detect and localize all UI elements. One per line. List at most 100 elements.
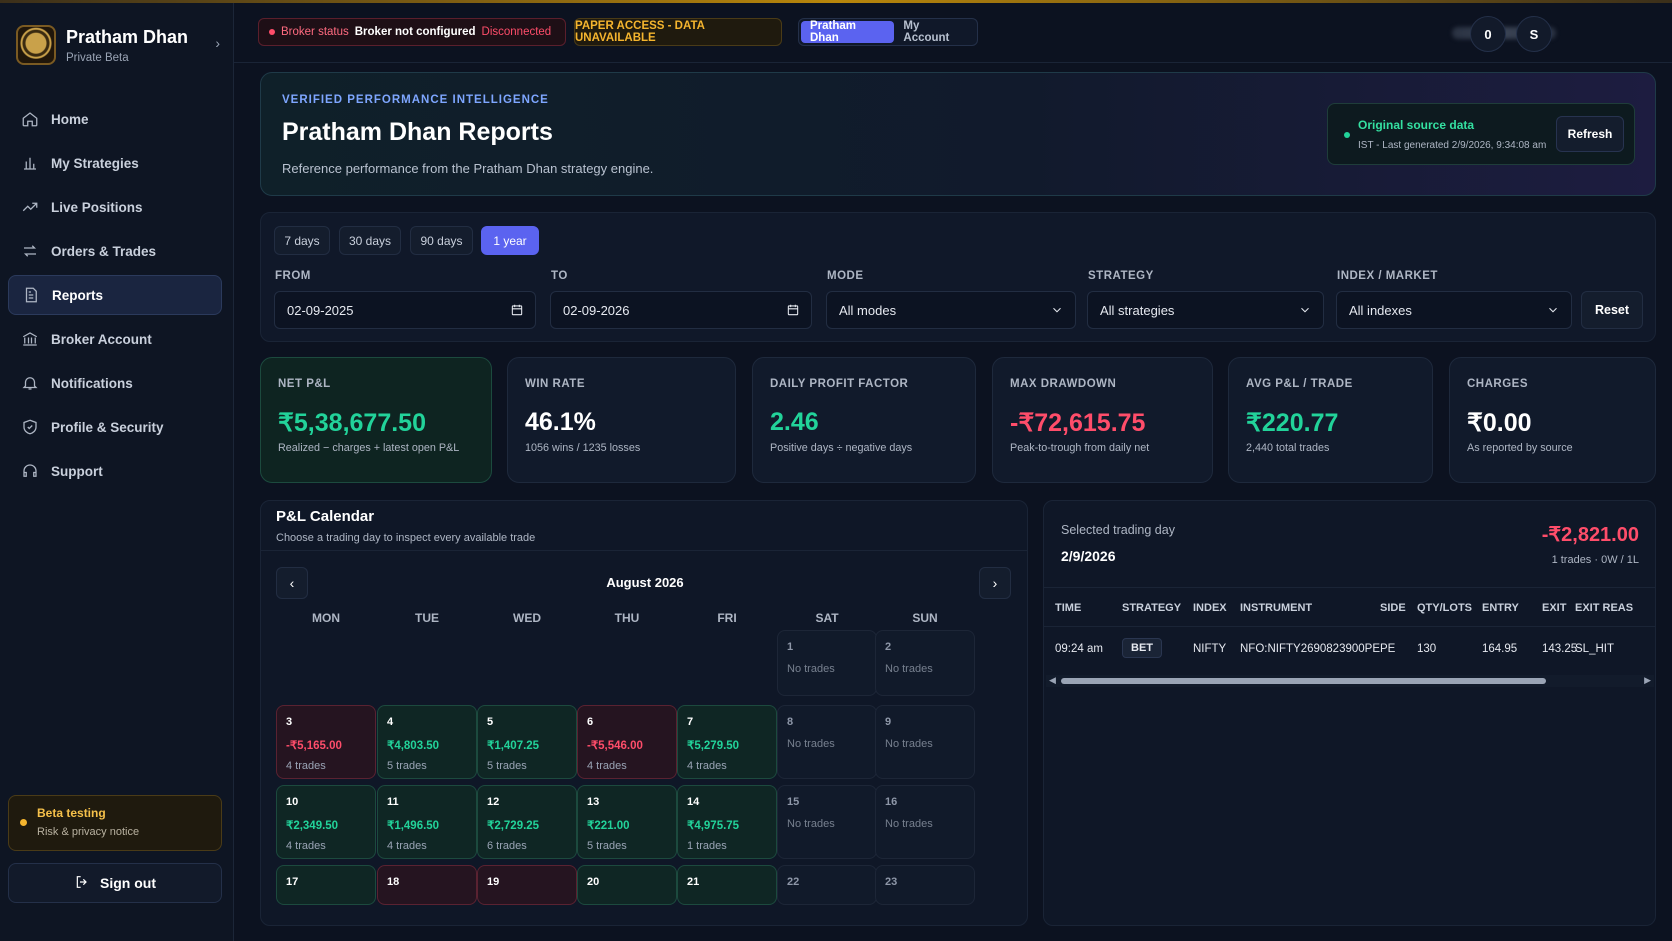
calendar-day[interactable]: 9 No trades [875,705,975,779]
day-trade-count: 4 trades [687,760,727,772]
sign-out-button[interactable]: Sign out [8,863,222,903]
calendar-day[interactable]: 20 [577,865,677,905]
calendar-month: August 2026 [606,575,684,590]
calendar-day[interactable]: 14 ₹4,975.75 1 trades [677,785,777,859]
kpi-sub: Realized − charges + latest open P&L [278,442,460,454]
kpi-value: ₹5,38,677.50 [278,409,426,437]
status-dot-icon [269,29,275,35]
calendar-day[interactable]: 11 ₹1,496.50 4 trades [377,785,477,859]
bell-icon [21,374,39,392]
mode-value: All modes [839,302,897,318]
calendar-day[interactable]: 21 [677,865,777,905]
sidebar-item-strategies[interactable]: My Strategies [8,143,222,183]
day-number: 15 [787,796,800,808]
sign-out-icon [74,874,90,893]
sidebar-item-orders-trades[interactable]: Orders & Trades [8,231,222,271]
day-number: 14 [687,796,700,808]
swap-icon [21,242,39,260]
scroll-right-icon[interactable]: ▶ [1644,675,1651,685]
calendar-day[interactable]: 3 -₹5,165.00 4 trades [276,705,376,779]
trending-up-icon [21,198,39,216]
calendar-day[interactable]: 7 ₹5,279.50 4 trades [677,705,777,779]
calendar-day[interactable]: 15 No trades [777,785,877,859]
column-header: EXIT [1542,602,1567,614]
table-cell: 09:24 am [1055,643,1103,655]
calendar-day[interactable]: 6 -₹5,546.00 4 trades [577,705,677,779]
day-number: 10 [286,796,299,808]
day-pnl: ₹5,279.50 [687,740,740,752]
table-row[interactable]: 09:24 am BET NIFTY NFO:NIFTY2690823900PE PE 1… [1044,628,1655,670]
sidebar-item-profile-security[interactable]: Profile & Security [8,407,222,447]
range-7-days[interactable]: 7 days [274,226,330,255]
page-subtitle: Reference performance from the Pratham D… [282,161,654,176]
weekday-header: TUE [415,611,439,625]
table-cell: NFO:NIFTY2690823900PE [1240,643,1380,655]
sidebar-item-home[interactable]: Home [8,99,222,139]
calendar-day[interactable]: 13 ₹221.00 5 trades [577,785,677,859]
reset-button[interactable]: Reset [1581,291,1643,329]
selected-day-stats: 1 trades · 0W / 1L [1551,554,1639,566]
to-date-input[interactable]: 02-09-2026 [550,291,812,329]
sidebar-item-broker-account[interactable]: Broker Account [8,319,222,359]
calendar-day[interactable]: 10 ₹2,349.50 4 trades [276,785,376,859]
broker-status-chip[interactable]: Broker status Broker not configured Disc… [258,18,566,46]
day-trade-count: No trades [885,818,933,830]
calendar-day[interactable]: 17 [276,865,376,905]
range-30-days[interactable]: 30 days [339,226,401,255]
calendar-day[interactable]: 4 ₹4,803.50 5 trades [377,705,477,779]
day-number: 21 [687,876,700,888]
table-cell: SL_HIT [1575,643,1614,655]
chevron-down-icon [1298,303,1312,317]
scroll-left-icon[interactable]: ◀ [1049,675,1056,685]
calendar-day[interactable]: 19 [477,865,577,905]
kpi-sub: Peak-to-trough from daily net [1010,442,1150,454]
range-90-days[interactable]: 90 days [410,226,473,255]
notification-count-button[interactable]: 0 [1470,16,1506,52]
index-select[interactable]: All indexes [1336,291,1572,329]
day-number: 23 [885,876,898,888]
avatar[interactable]: S [1516,16,1552,52]
prev-month-button[interactable]: ‹ [276,567,308,599]
calendar-icon[interactable] [786,303,800,317]
sidebar-item-live-positions[interactable]: Live Positions [8,187,222,227]
account-option-my-account[interactable]: My Account [903,20,950,44]
kpi-daily-profit-factor: DAILY PROFIT FACTOR 2.46 Positive days ÷… [752,357,976,483]
day-pnl: ₹221.00 [587,820,630,832]
horizontal-scrollbar[interactable]: ◀ ▶ [1046,675,1654,687]
calendar-day[interactable]: 18 [377,865,477,905]
bank-icon [21,330,39,348]
table-cell: 143.25 [1542,643,1578,655]
day-trade-count: No trades [787,738,835,750]
kpi-label: AVG P&L / TRADE [1246,378,1353,390]
next-month-button[interactable]: › [979,567,1011,599]
mode-select[interactable]: All modes [826,291,1076,329]
calendar-day[interactable]: 22 [777,865,877,905]
top-accent-line [0,0,1672,3]
account-option-pratham[interactable]: Pratham Dhan [801,20,895,44]
calendar-day[interactable]: 5 ₹1,407.25 5 trades [477,705,577,779]
calendar-day[interactable]: 23 [875,865,975,905]
calendar-day[interactable]: 1 No trades [777,630,877,696]
brand-switcher[interactable]: Pratham Dhan Private Beta › [16,21,226,69]
day-number: 6 [587,716,594,728]
pnl-calendar-panel: P&L Calendar Choose a trading day to ins… [260,500,1028,926]
calendar-day[interactable]: 8 No trades [777,705,877,779]
calendar-day[interactable]: 16 No trades [875,785,975,859]
range-1-year[interactable]: 1 year [481,226,539,255]
shield-icon [21,418,39,436]
kpi-value: -₹72,615.75 [1010,409,1146,437]
scrollbar-thumb[interactable] [1061,678,1546,684]
from-date-input[interactable]: 02-09-2025 [274,291,536,329]
calendar-day[interactable]: 12 ₹2,729.25 6 trades [477,785,577,859]
sidebar-item-notifications[interactable]: Notifications [8,363,222,403]
strategy-value: All strategies [1100,302,1175,318]
sidebar-item-support[interactable]: Support [8,451,222,491]
beta-notice[interactable]: Beta testing Risk & privacy notice [8,795,222,851]
weekday-header: SUN [912,611,938,625]
strategy-select[interactable]: All strategies [1087,291,1324,329]
sidebar-item-reports[interactable]: Reports [8,275,222,315]
calendar-icon[interactable] [510,303,524,317]
home-icon [21,110,39,128]
calendar-day[interactable]: 2 No trades [875,630,975,696]
refresh-button[interactable]: Refresh [1556,116,1624,152]
